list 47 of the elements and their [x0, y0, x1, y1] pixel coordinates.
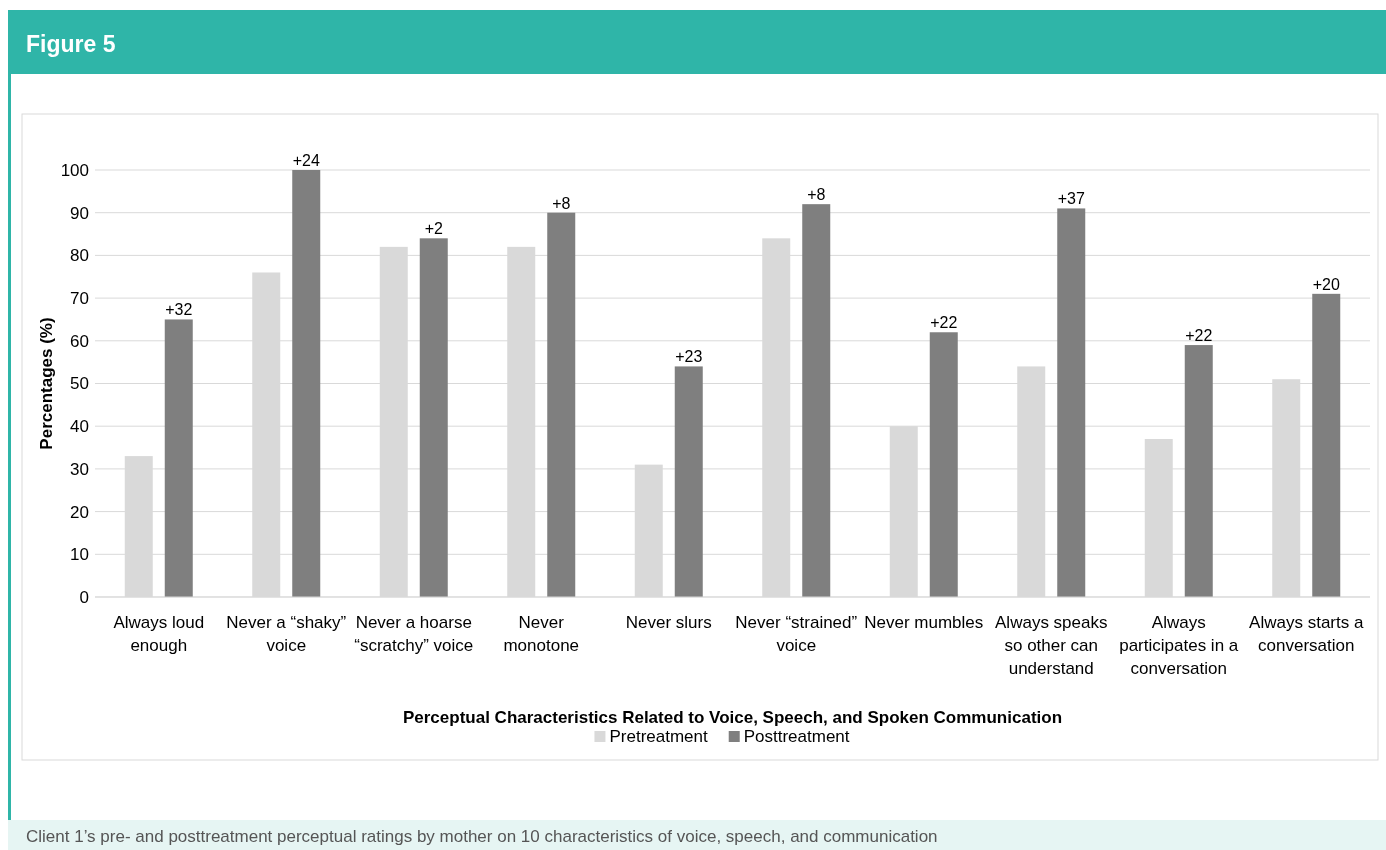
- bar: [164, 319, 193, 597]
- x-tick-label: Always participates in a conversation: [1119, 613, 1239, 678]
- x-tick-label: Always starts a conversation: [1249, 613, 1364, 655]
- bar: [419, 238, 448, 597]
- x-tick-label: Never monotone: [503, 613, 580, 655]
- annotation: +32: [165, 301, 193, 319]
- x-tick-label: Never slurs: [625, 613, 712, 632]
- y-tick-label: 30: [70, 459, 89, 479]
- y-tick-label: 40: [70, 417, 89, 437]
- bar: [929, 332, 958, 597]
- bar: [802, 204, 831, 597]
- y-tick-label: 0: [79, 587, 89, 607]
- bar: [674, 366, 703, 597]
- annotation: +8: [552, 194, 571, 212]
- annotation: +20: [1312, 275, 1340, 293]
- y-tick-label: 70: [70, 289, 89, 309]
- bar: [1057, 208, 1086, 597]
- x-tick-label: Never a “shaky” voice: [226, 613, 347, 655]
- y-tick-label: 10: [70, 545, 89, 565]
- legend-label: Pretreatment: [609, 727, 708, 746]
- text: Client 1’s pre- and posttreatment perceptual ratings by mother on 10 characteristics of voice, speech, and communication: [26, 827, 938, 846]
- x-tick-label: Never “strained” voice: [735, 613, 858, 655]
- y-tick-label: 60: [70, 331, 89, 351]
- x-tick-label: Always loud enough: [113, 613, 205, 655]
- x-tick-label: Never a hoarse “scratchy” voice: [354, 613, 474, 655]
- bar: [547, 212, 576, 597]
- annotation: +23: [675, 348, 703, 366]
- annotation: +22: [930, 314, 958, 332]
- annotation: +37: [1057, 190, 1085, 208]
- legend-label: Posttreatment: [743, 727, 850, 746]
- text: +24: [292, 152, 320, 169]
- x-axis-title: Perceptual Characteristics Related to Voice, Speech, and Spoken Communication: [402, 708, 1063, 727]
- y-axis-title: Percentages (%): [37, 317, 56, 450]
- y-tick-label: 50: [70, 374, 89, 394]
- y-tick-label: 20: [70, 502, 89, 522]
- bar: [1312, 293, 1341, 597]
- bar: [292, 170, 321, 597]
- annotation: +2: [424, 220, 443, 238]
- bar: [1184, 345, 1213, 597]
- y-tick-label: 90: [70, 203, 89, 223]
- annotation: +22: [1185, 327, 1213, 345]
- annotation: +8: [807, 186, 826, 204]
- y-tick-label: 80: [70, 246, 89, 266]
- x-tick-label: Always speaks so other can understand: [995, 613, 1108, 678]
- x-tick-label: Never mumbles: [864, 613, 984, 632]
- y-tick-label: 100: [60, 160, 89, 180]
- chart-title: Figure 5: [26, 31, 116, 57]
